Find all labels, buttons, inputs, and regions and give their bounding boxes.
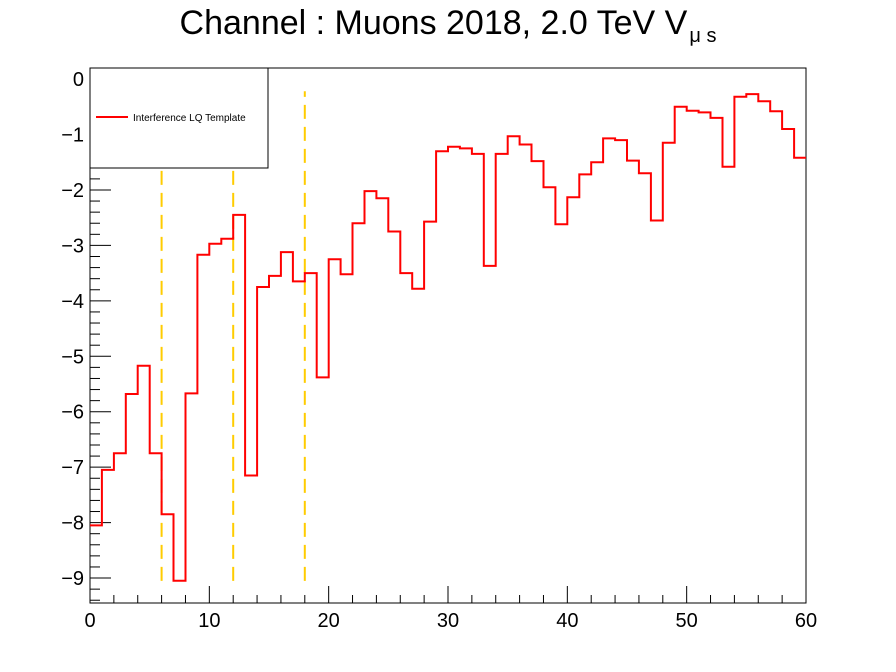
y-tick-label: −8 bbox=[61, 513, 84, 535]
x-tick-label: 60 bbox=[795, 610, 817, 632]
y-tick-label: −3 bbox=[61, 235, 84, 257]
y-tick-label: 0 bbox=[73, 69, 84, 91]
x-tick-label: 0 bbox=[84, 610, 95, 632]
x-tick-label: 10 bbox=[198, 610, 220, 632]
x-tick-label: 40 bbox=[556, 610, 578, 632]
y-tick-label: −1 bbox=[61, 125, 84, 147]
x-tick-label: 30 bbox=[437, 610, 459, 632]
series-step-line bbox=[90, 93, 806, 582]
y-tick-label: −5 bbox=[61, 346, 84, 368]
y-tick-label: −7 bbox=[61, 457, 84, 479]
y-tick-label: −2 bbox=[61, 180, 84, 202]
x-tick-label: 50 bbox=[676, 610, 698, 632]
chart-title-text: Channel : Muons 2018, 2.0 TeV V bbox=[179, 4, 688, 42]
y-tick-label: −9 bbox=[61, 568, 84, 590]
legend-label: Interference LQ Template bbox=[133, 113, 246, 124]
y-tick-label: −6 bbox=[61, 402, 84, 424]
x-tick-label: 20 bbox=[318, 610, 340, 632]
y-tick-label: −4 bbox=[61, 291, 84, 313]
chart-title-subscript: μ s bbox=[689, 25, 717, 47]
